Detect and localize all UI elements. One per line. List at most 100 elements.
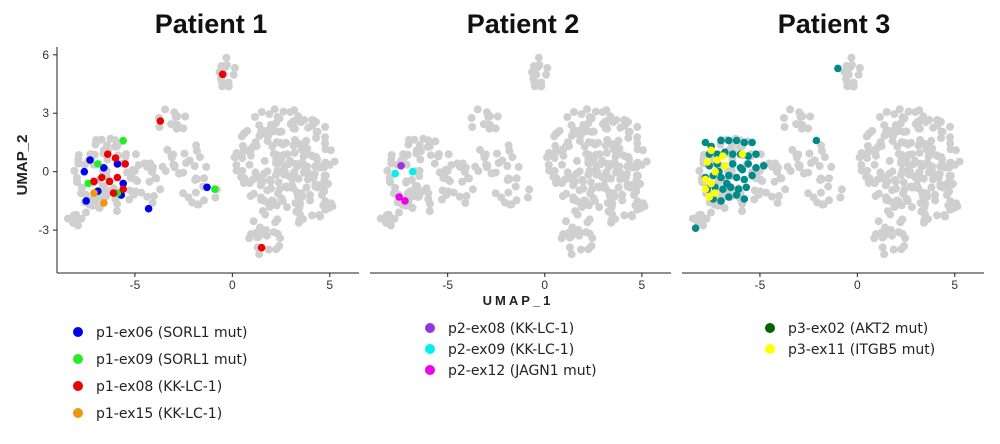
background-point [609, 145, 618, 153]
background-point [618, 196, 627, 205]
data-point [748, 171, 756, 180]
background-point [602, 148, 611, 157]
x-tick-label: 5 [326, 278, 333, 292]
background-point [321, 159, 330, 167]
background-point [473, 105, 482, 114]
background-point [447, 161, 456, 170]
background-point [382, 211, 391, 220]
data-point [738, 165, 747, 174]
background-point [781, 185, 790, 194]
panel-title: Patient 1 [155, 9, 268, 39]
background-point [321, 122, 330, 131]
data-point [98, 173, 106, 182]
background-point [934, 152, 942, 161]
background-point [607, 216, 616, 225]
data-point [744, 160, 752, 168]
background-point [69, 211, 78, 220]
background-point [927, 183, 936, 192]
background-point [806, 112, 815, 121]
background-point [895, 105, 904, 114]
background-point [211, 193, 220, 202]
data-point [84, 179, 92, 188]
background-point [476, 145, 484, 154]
background-point [870, 160, 879, 169]
background-point [181, 112, 190, 121]
data-point [113, 160, 122, 168]
background-point [762, 188, 771, 197]
data-point [156, 117, 165, 125]
background-point [587, 185, 596, 194]
background-point [249, 189, 258, 198]
background-point [180, 149, 189, 158]
background-point [493, 149, 501, 158]
background-point [878, 243, 887, 252]
background-point [786, 105, 795, 114]
background-point [238, 142, 247, 150]
panel-title: Patient 2 [467, 9, 580, 39]
data-point [752, 164, 760, 172]
background-point [283, 203, 291, 212]
data-point [812, 136, 821, 145]
background-point [70, 166, 79, 175]
legend-label: p3-ex11 (ITGB5 mut) [788, 342, 935, 358]
background-point [275, 114, 284, 123]
legend-label: p1-ex06 (SORL1 mut) [96, 325, 247, 341]
background-point [297, 189, 306, 198]
data-point [395, 193, 403, 201]
x-tick-label: 0 [229, 278, 236, 292]
data-point [760, 162, 768, 170]
background-point [795, 120, 804, 129]
data-point [391, 169, 400, 178]
background-point [942, 191, 951, 199]
background-point [819, 200, 828, 209]
data-point [82, 197, 90, 205]
data-point [738, 150, 747, 158]
data-point [80, 167, 89, 176]
background-point [497, 193, 506, 202]
background-point [624, 133, 633, 142]
background-point [896, 218, 905, 227]
background-point [780, 114, 788, 122]
background-point [584, 138, 593, 147]
background-point [491, 124, 500, 133]
data-point [717, 173, 725, 182]
background-point [292, 207, 301, 216]
background-point [639, 146, 647, 155]
background-point [271, 218, 280, 227]
background-point [550, 132, 559, 141]
background-point [949, 204, 958, 212]
background-point [425, 207, 434, 216]
background-point [602, 169, 611, 178]
background-point [768, 192, 777, 201]
data-point [705, 193, 714, 201]
background-point [824, 182, 833, 191]
background-point [592, 161, 601, 170]
background-point [303, 162, 312, 171]
background-point [589, 194, 598, 203]
background-point [879, 233, 888, 241]
background-point [583, 105, 591, 114]
data-point [744, 152, 752, 160]
background-point [274, 178, 283, 187]
background-point [387, 159, 396, 168]
background-point [899, 178, 908, 187]
background-point [615, 162, 624, 171]
background-point [915, 169, 924, 178]
background-point [946, 122, 955, 131]
background-point [804, 189, 813, 198]
data-point [691, 224, 700, 232]
background-point [230, 63, 239, 72]
background-point [530, 82, 539, 91]
data-point [732, 136, 741, 145]
background-point [252, 142, 261, 151]
background-point [122, 150, 131, 159]
background-point [579, 177, 587, 186]
background-point [200, 174, 209, 183]
background-point [624, 127, 633, 136]
background-point [720, 203, 729, 212]
background-cells [688, 53, 964, 259]
background-point [855, 63, 864, 72]
background-point [434, 150, 443, 159]
background-point [559, 230, 568, 239]
data-point [725, 171, 733, 180]
